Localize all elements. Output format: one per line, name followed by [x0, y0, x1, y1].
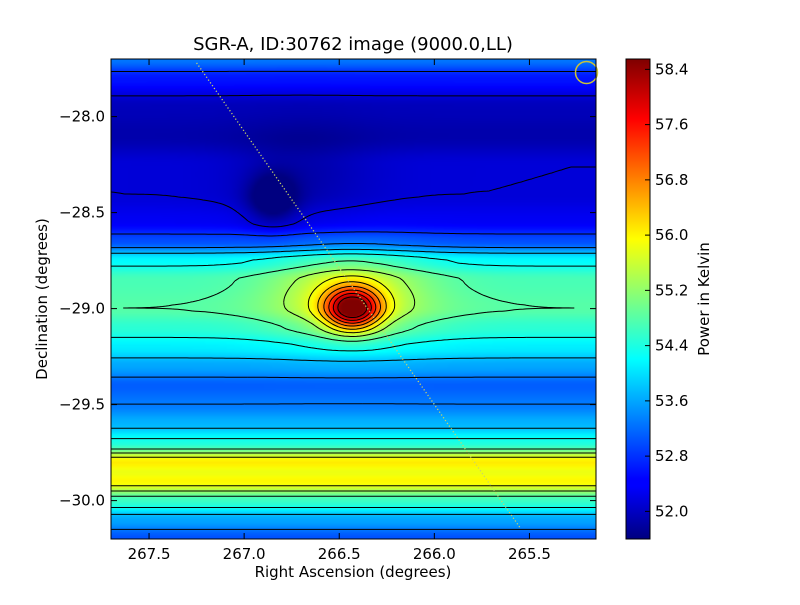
y-axis-ticks: −28.0 −28.5 −29.0 −29.5 −30.0 — [59, 108, 596, 510]
y-tick-label-1: −28.5 — [59, 204, 105, 222]
colorbar-tick-label-2: 56.8 — [655, 171, 688, 189]
colorbar-tick-label-7: 52.8 — [655, 447, 688, 465]
colorbar-tick-label-8: 52.0 — [655, 502, 688, 520]
y-tick-label-4: −30.0 — [59, 492, 105, 510]
x-tick-label-4: 265.5 — [508, 545, 551, 563]
colorbar-tick-label-4: 55.2 — [655, 281, 688, 299]
x-tick-label-1: 267.0 — [223, 545, 266, 563]
y-tick-label-0: −28.0 — [59, 108, 105, 126]
contour-layer — [111, 70, 596, 530]
contour-line-8 — [317, 281, 387, 330]
y-tick-label-2: −29.0 — [59, 300, 105, 318]
contour-line-11 — [332, 293, 372, 321]
contour-line-3 — [111, 248, 596, 515]
contour-line-10 — [328, 289, 377, 324]
plot-area: 267.5 267.0 266.5 266.0 265.5 −28.0 −28.5 −29.… — [59, 58, 599, 563]
contour-line-4 — [111, 253, 596, 508]
contour-line-5 — [111, 260, 596, 497]
contour-line-6 — [111, 269, 596, 492]
x-tick-label-2: 266.5 — [318, 545, 361, 563]
heatmap-image — [111, 59, 596, 539]
colorbar-tick-label-1: 57.6 — [655, 116, 688, 134]
contour-line-12 — [337, 296, 368, 318]
chart-title: SGR-A, ID:30762 image (9000.0,LL) — [193, 34, 513, 55]
colorbar-frame — [625, 58, 651, 540]
x-axis-label: Right Ascension (degrees) — [255, 563, 452, 581]
x-tick-label-3: 266.0 — [413, 545, 456, 563]
plot-frame — [110, 58, 597, 540]
colorbar-tick-label-3: 56.0 — [655, 226, 688, 244]
x-tick-label-0: 267.5 — [128, 545, 171, 563]
scan-track-line — [196, 62, 521, 528]
y-axis-label: Declination (degrees) — [33, 218, 51, 380]
contour-line-2 — [111, 243, 596, 530]
colorbar-tick-label-5: 54.4 — [655, 337, 688, 355]
x-axis-ticks: 267.5 267.0 266.5 266.0 265.5 — [128, 59, 551, 563]
contour-line-1 — [111, 70, 596, 237]
colorbar-label: Power in Kelvin — [695, 242, 713, 356]
colorbar: 58.4 57.6 56.8 56.0 55.2 54.4 53.6 52.8 52.0 Pow… — [625, 58, 713, 540]
colorbar-gradient — [626, 59, 650, 539]
colorbar-ticks: 58.4 57.6 56.8 56.0 55.2 54.4 53.6 52.8 52.0 — [645, 60, 688, 520]
beam-marker — [574, 60, 599, 85]
colorbar-tick-label-0: 58.4 — [655, 60, 688, 78]
contour-line-0 — [111, 94, 596, 228]
contour-line-9 — [323, 285, 381, 327]
colorbar-tick-label-6: 53.6 — [655, 392, 688, 410]
y-tick-label-3: −29.5 — [59, 396, 105, 414]
contour-line-7 — [111, 275, 596, 487]
